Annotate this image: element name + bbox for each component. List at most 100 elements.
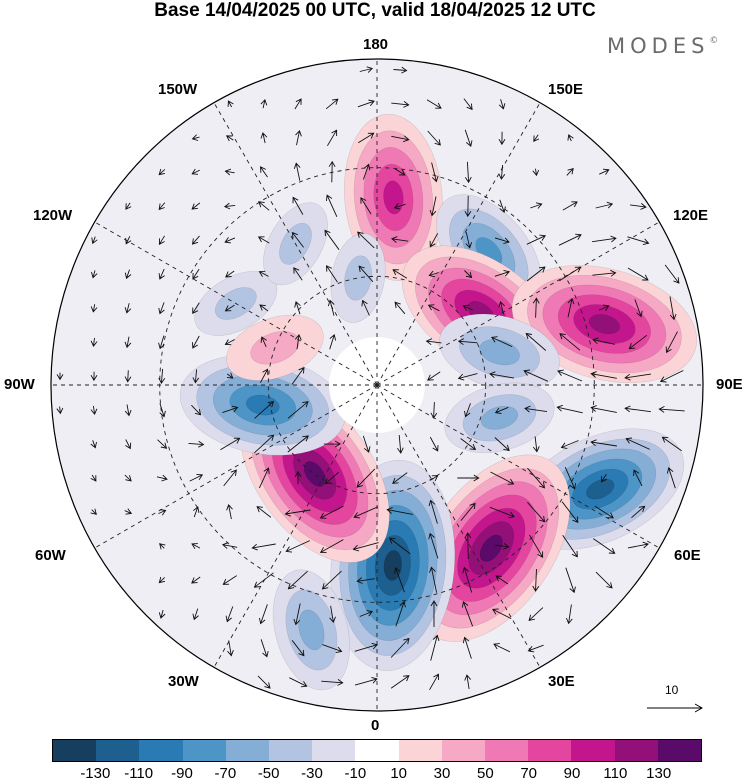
wind-arrow [324,471,339,485]
wind-arrow [592,337,615,345]
meridian-line [94,221,378,386]
wind-arrow [321,679,344,686]
wind-arrow [362,435,371,453]
wind-arrow [90,474,97,482]
colorbar [52,739,702,762]
wind-arrow [257,675,271,689]
wind-arrow [158,268,165,280]
wind-arrow [191,134,200,141]
wind-arrow [256,506,272,518]
colorbar-segment [657,740,702,761]
wind-arrow [260,132,268,144]
wind-arrow [627,236,650,246]
wind-arrow [328,160,336,183]
wind-arrow [595,201,614,209]
wind-arrow [352,542,379,552]
wind-arrow [390,675,410,689]
colorbar-segment [182,740,226,761]
wind-arrow [391,101,410,108]
colorbar-tick-label: -50 [257,765,280,782]
wind-arrow [259,604,268,625]
wind-arrow [601,473,608,483]
wind-arrow [392,472,408,484]
wind-arrow [159,403,166,418]
wind-arrow [428,270,439,278]
wind-arrow [565,604,573,625]
anomaly-fields [179,113,698,691]
lon-label-120w: 120W [33,207,73,224]
wind-arrow [425,338,442,346]
wind-arrow [395,600,406,627]
wind-arrow [525,332,547,351]
wind-arrow [225,606,234,623]
wind-arrow [158,235,165,245]
colorbar-segment [225,740,270,761]
wind-arrow [254,434,275,454]
wind-arrow [494,406,509,414]
wind-arrow [392,269,408,279]
wind-arrow [397,434,404,454]
wind-arrow [56,372,64,381]
wind-arrow [260,368,269,383]
wind-arrow [226,504,233,520]
wind-arrow [192,369,200,384]
wind-arrow [193,506,200,518]
wind-arrow [191,543,201,550]
wind-arrow [158,302,165,315]
wind-arrow [593,538,616,554]
wind-arrow [493,643,511,653]
wind-arrow [559,266,582,282]
meridian-line [376,221,660,386]
wind-arrow [223,202,236,210]
wind-arrow [192,302,200,315]
anomaly-contour [479,534,503,562]
brand-logo: MODES© [607,34,719,58]
wind-arrow [91,270,98,279]
wind-arrow [156,474,168,482]
wind-arrow [158,168,166,176]
colorbar-segment [441,740,486,761]
wind-arrow [158,576,166,584]
wind-arrow [492,608,512,620]
wind-arrow [295,129,302,146]
colorbar-tick-label: 30 [433,765,451,782]
colorbar-segment [485,740,529,761]
wind-arrow [495,575,509,585]
wind-arrow [158,202,166,211]
wind-arrow [354,676,378,686]
lon-label-150w: 150W [158,81,198,98]
wind-arrow [659,370,684,383]
wind-arrow [191,576,201,584]
wind-arrow [221,542,238,549]
wind-arrow [592,235,617,243]
wind-arrow [489,506,515,519]
wind-arrow [188,440,205,448]
wind-arrow [322,644,343,654]
colorbar-segment [355,740,399,761]
wind-arrow [223,469,237,487]
wind-arrow [498,99,506,110]
wind-arrow [523,369,549,382]
wind-arrow [293,603,301,626]
wind-arrow [427,304,440,312]
wind-arrow [527,502,546,523]
wind-arrow [353,506,379,519]
wind-arrow [294,98,302,110]
wind-arrow [319,505,344,519]
wind-arrow [227,640,234,657]
wind-arrow [430,475,439,482]
wind-arrow [625,437,650,450]
colorbar-segment [269,740,313,761]
wind-arrow [124,404,132,417]
wind-arrow [159,543,166,550]
wind-arrow [361,299,370,316]
wind-arrow [464,161,472,184]
colorbar-segment [398,740,442,761]
wind-arrow [567,297,575,318]
wind-arrow [464,129,473,148]
wind-arrow [192,335,200,349]
wind-arrow [158,335,165,350]
meridian-line [213,384,378,668]
latitude-circle [267,275,487,495]
wind-arrow [666,466,676,489]
